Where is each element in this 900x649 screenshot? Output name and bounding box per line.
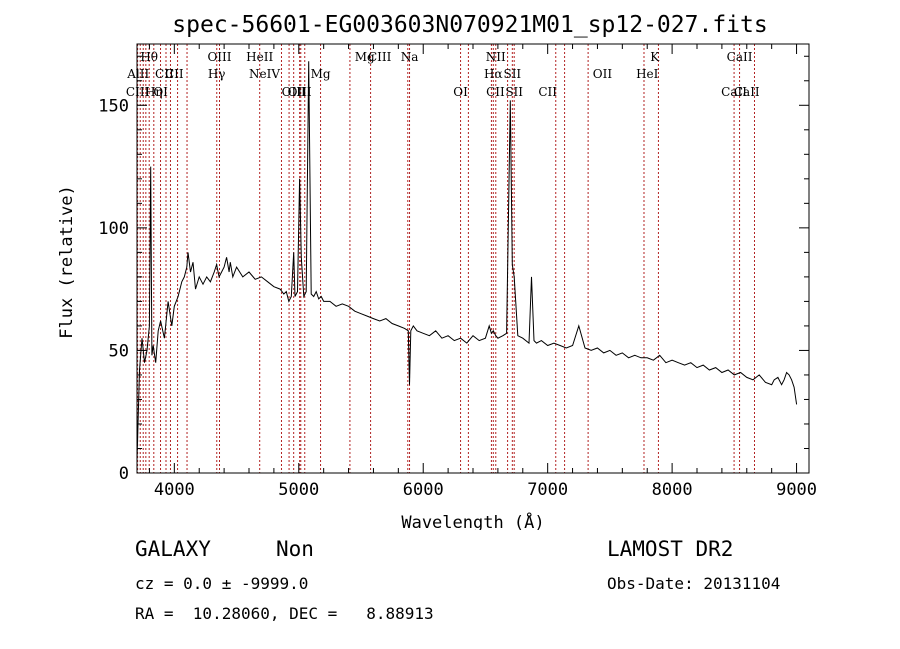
spectral-line-label: OIII	[288, 85, 312, 99]
x-tick-label: 9000	[776, 480, 817, 500]
spectral-line-labels: AlIICIIIHθHηOICIICIIOIIIHγHeIINeIVOIIIOI…	[126, 50, 760, 99]
spectral-line-label: K	[650, 50, 660, 64]
spectral-marker-lines	[137, 44, 755, 473]
spectral-line-label: OII	[593, 67, 613, 81]
spectral-line-label: NeIV	[249, 67, 280, 81]
plot-frame	[136, 43, 810, 474]
spectral-line-label: Mg	[311, 67, 331, 81]
observation-date: Obs-Date: 20131104	[607, 574, 781, 593]
spectral-line-label: SII	[505, 85, 523, 99]
spectral-line-label: CII	[165, 67, 184, 81]
spectral-line-label: CII	[538, 85, 557, 99]
spectral-line-label: CaII	[734, 85, 760, 99]
object-class: GALAXY	[135, 537, 211, 561]
spectrum-chart: spec-56601-EG003603N070921M01_sp12-027.f…	[57, 12, 817, 530]
x-tick-label: 7000	[527, 480, 568, 500]
x-axis-label: Wavelength (Å)	[401, 511, 544, 530]
chart-title: spec-56601-EG003603N070921M01_sp12-027.f…	[172, 12, 767, 38]
redshift-info: cz = 0.0 ± -9999.0	[135, 574, 309, 593]
x-tick-label: 4000	[154, 480, 195, 500]
axis-ticks: 4000 5000 6000 7000 8000 9000 0 50 100 150	[98, 44, 817, 500]
spectral-line-label: CII	[486, 85, 505, 99]
spectral-line-label: CIII	[126, 85, 150, 99]
spectrum-series	[136, 61, 798, 461]
spectral-line-label: HeII	[246, 50, 273, 64]
y-tick-label: 100	[98, 219, 129, 239]
spectral-line-label: CIII	[368, 50, 392, 64]
spectral-line-label: CaII	[721, 85, 747, 99]
spectral-line-label: NII	[486, 50, 506, 64]
spectral-line-label: OI	[153, 85, 168, 99]
spectral-line-label: CII	[155, 67, 174, 81]
coordinates: RA = 10.28060, DEC = 8.88913	[135, 604, 434, 623]
spectral-line-label: CaII	[727, 50, 753, 64]
x-tick-label: 6000	[403, 480, 444, 500]
spectral-line-label: OIII	[207, 50, 231, 64]
spectrum-line	[136, 61, 798, 461]
spectral-line-label: Na	[401, 50, 419, 64]
spectral-line-label: Hα	[484, 67, 503, 81]
x-tick-label: 5000	[278, 480, 319, 500]
object-subclass: Non	[276, 537, 314, 561]
spectral-line-label: Mg	[355, 50, 375, 64]
spectral-line-label: OI	[453, 85, 468, 99]
spectral-line-label: HeI	[636, 67, 659, 81]
spectral-line-label: Hγ	[208, 67, 226, 81]
spectral-line-label: AlII	[126, 67, 149, 81]
y-axis-label: Flux (relative)	[57, 185, 77, 339]
y-tick-label: 0	[119, 464, 129, 484]
spectral-line-label: Hη	[145, 85, 163, 99]
y-tick-label: 50	[109, 341, 129, 361]
spectral-line-label: OIII	[282, 85, 306, 99]
y-tick-label: 150	[98, 96, 129, 116]
survey-release: LAMOST DR2	[607, 537, 734, 561]
spectral-line-label: SII	[503, 67, 521, 81]
x-tick-label: 8000	[652, 480, 693, 500]
spectral-line-label: Hθ	[140, 50, 158, 64]
